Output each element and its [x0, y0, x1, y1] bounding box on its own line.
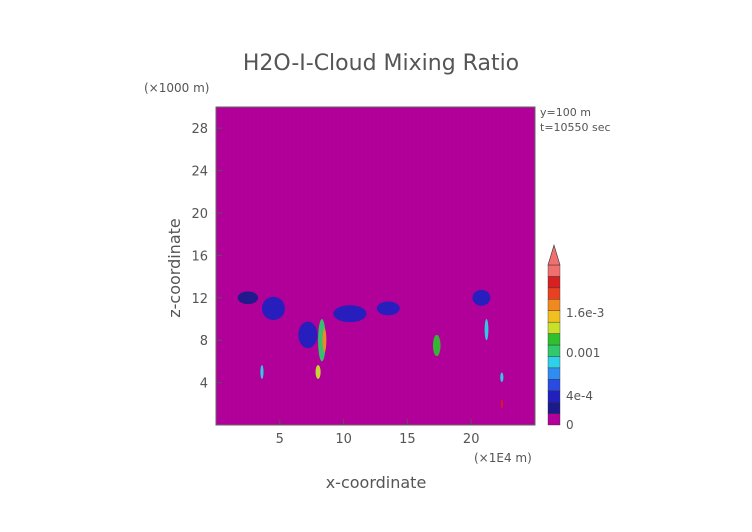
colorbar-segment [547, 344, 561, 357]
x-axis: 5 10 15 20 [276, 419, 480, 447]
x-axis-label: x-coordinate [326, 473, 427, 492]
x-tick-label: 10 [335, 432, 352, 447]
x-tick-label: 15 [399, 432, 416, 447]
annotation-t: t=10550 sec [540, 121, 611, 134]
annotation-y: y=100 m [540, 106, 591, 119]
colorbar-segment [547, 390, 561, 403]
y-tick-label: 8 [200, 334, 208, 349]
heatmap-region [500, 372, 504, 383]
heatmap-region [376, 301, 400, 316]
y-unit-label: (×1000 m) [144, 81, 209, 95]
colorbar-extend-arrow [547, 243, 561, 266]
colorbar-segment [547, 356, 561, 369]
colorbar-segment [547, 276, 561, 289]
colorbar-segment [547, 333, 561, 346]
heatmap-region [315, 365, 321, 379]
colorbar-label: 0 [566, 418, 574, 432]
y-tick-label: 28 [191, 122, 208, 137]
y-tick-label: 12 [191, 292, 208, 307]
y-tick-label: 20 [191, 207, 208, 222]
colorbar-segment [547, 367, 561, 380]
heatmap-region [322, 328, 327, 352]
heatmap-region [500, 399, 503, 409]
heatmap-region [432, 334, 441, 357]
x-tick-label: 5 [276, 432, 284, 447]
colorbar-segment [547, 321, 561, 334]
y-tick-label: 16 [191, 249, 208, 264]
colorbar-label: 1.6e-3 [566, 306, 604, 320]
heatmap-region [260, 365, 264, 379]
heatmap-region [261, 296, 285, 321]
y-tick-label: 4 [200, 377, 208, 392]
heatmap-region [472, 289, 491, 306]
colorbar-label: 0.001 [566, 346, 600, 360]
plot-frame [215, 106, 536, 426]
heatmap-region [298, 321, 318, 349]
colorbar: 1.6e-3 0.001 4e-4 0 [547, 243, 604, 432]
colorbar-segment [547, 401, 561, 414]
plot-area [215, 106, 536, 426]
colorbar-segment [547, 413, 561, 426]
chart-title: H2O-I-Cloud Mixing Ratio [243, 51, 519, 76]
x-unit-label: (×1E4 m) [474, 451, 532, 465]
colorbar-segment [547, 287, 561, 300]
colorbar-segment [547, 379, 561, 391]
colorbar-segment [547, 264, 561, 277]
y-axis: 4 8 12 16 20 24 28 [191, 122, 222, 392]
y-tick-label: 24 [191, 165, 208, 180]
colorbar-label: 4e-4 [566, 389, 593, 403]
heatmap-region [484, 319, 489, 341]
heatmap-background [216, 107, 535, 425]
colorbar-segment [547, 310, 561, 323]
x-tick-label: 20 [463, 432, 480, 447]
heatmap-region [333, 305, 367, 323]
colorbar-segment [547, 299, 561, 311]
heatmap-region [237, 291, 259, 305]
y-axis-label: z-coordinate [165, 218, 184, 318]
